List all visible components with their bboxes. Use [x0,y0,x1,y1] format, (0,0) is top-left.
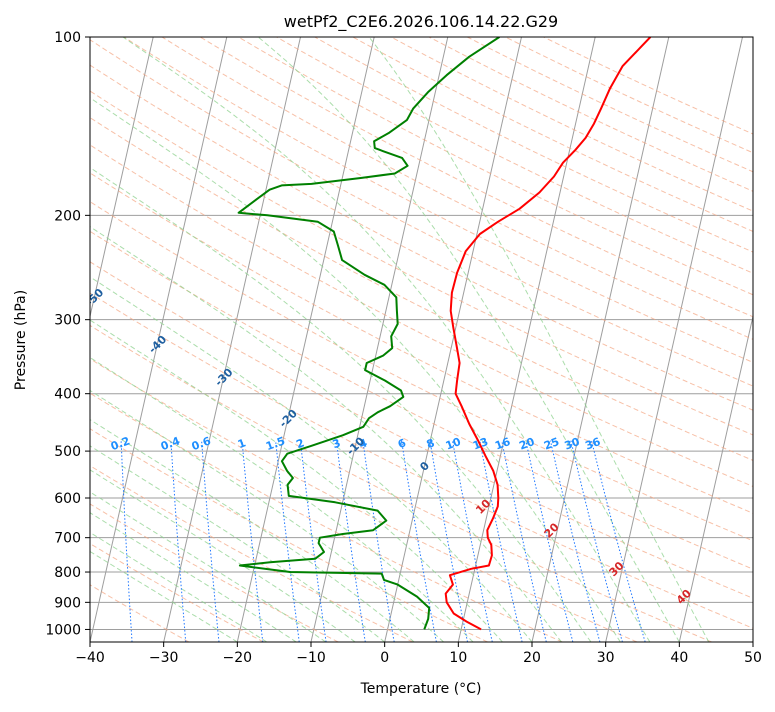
x-axis-label: Temperature (°C) [360,681,482,697]
y-tick-label: 500 [54,444,81,460]
plot-background [90,37,753,642]
x-tick-label: 0 [380,650,389,666]
x-tick-label: 20 [523,650,541,666]
x-tick-label: 40 [670,650,688,666]
y-tick-label: 800 [54,565,81,581]
x-tick-label: 10 [449,650,467,666]
x-tick-label: 50 [744,650,762,666]
y-tick-label: 200 [54,208,81,224]
x-tick-label: −20 [223,650,253,666]
y-tick-label: 300 [54,313,81,329]
y-tick-label: 700 [54,531,81,547]
x-tick-label: −30 [149,650,179,666]
x-tick-label: 30 [597,650,615,666]
y-tick-label: 100 [54,30,81,46]
y-tick-label: 400 [54,387,81,403]
y-tick-label: 900 [54,595,81,611]
y-tick-label: 600 [54,491,81,507]
chart-title: wetPf2_C2E6.2026.106.14.22.G29 [284,12,558,32]
x-tick-label: −40 [75,650,105,666]
y-axis-label: Pressure (hPa) [13,290,29,390]
y-tick-label: 1000 [45,622,81,638]
x-tick-label: −10 [296,650,326,666]
